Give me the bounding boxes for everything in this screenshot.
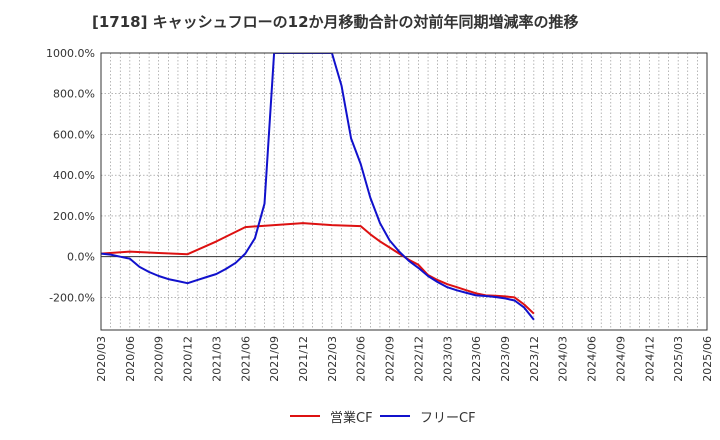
x-tick-label: 2023/12 — [528, 336, 541, 382]
y-tick-label: 0.0% — [67, 251, 95, 264]
grid — [101, 52, 707, 330]
x-tick-label: 2022/03 — [326, 336, 339, 382]
y-tick-label: -200.0% — [49, 291, 95, 304]
x-axis: 2020/03 2020/06 2020/09 2020/12 2021/03 2021/… — [95, 336, 714, 382]
series-group — [101, 53, 535, 321]
x-tick-label: 2020/03 — [95, 336, 108, 382]
x-tick-label: 2023/09 — [499, 336, 512, 382]
legend-swatch — [380, 415, 410, 417]
x-tick-label: 2022/12 — [412, 336, 425, 382]
y-tick-label: 1000.0% — [46, 47, 95, 60]
legend-item: 営業CF — [290, 404, 373, 428]
legend: 営業CF フリーCF — [0, 404, 720, 428]
x-tick-label: 2024/09 — [614, 336, 627, 382]
legend-label: 営業CF — [330, 410, 373, 426]
series-line-free-cf — [101, 53, 535, 321]
plot-frame — [100, 52, 708, 331]
y-tick-label: 600.0% — [53, 128, 95, 141]
y-axis: -200.0% 0.0% 200.0% 400.0% 600.0% 800.0% 1000.… — [46, 47, 95, 304]
x-tick-label: 2021/09 — [268, 336, 281, 382]
x-tick-label: 2024/03 — [557, 336, 570, 382]
y-tick-label: 400.0% — [53, 169, 95, 182]
x-tick-label: 2020/09 — [153, 336, 166, 382]
series-line-operating-cf — [101, 222, 535, 315]
x-tick-label: 2022/06 — [355, 336, 368, 382]
y-tick-label: 200.0% — [53, 210, 95, 223]
x-tick-label: 2025/06 — [701, 336, 714, 382]
x-tick-label: 2025/03 — [672, 336, 685, 382]
x-tick-label: 2021/03 — [210, 336, 223, 382]
x-tick-label: 2023/06 — [470, 336, 483, 382]
x-tick-label: 2024/12 — [643, 336, 656, 382]
x-tick-label: 2022/09 — [384, 336, 397, 382]
legend-label: フリーCF — [420, 410, 476, 426]
legend-item: フリーCF — [380, 404, 476, 428]
x-tick-label: 2024/06 — [586, 336, 599, 382]
y-tick-label: 800.0% — [53, 88, 95, 101]
x-tick-label: 2021/12 — [297, 336, 310, 382]
legend-swatch — [290, 415, 320, 417]
x-tick-label: 2020/06 — [124, 336, 137, 382]
chart-title: [1718] キャッシュフローの12か月移動合計の対前年同期増減率の推移 — [92, 13, 579, 31]
x-tick-label: 2020/12 — [182, 336, 195, 382]
x-tick-label: 2021/06 — [239, 336, 252, 382]
x-tick-label: 2023/03 — [441, 336, 454, 382]
